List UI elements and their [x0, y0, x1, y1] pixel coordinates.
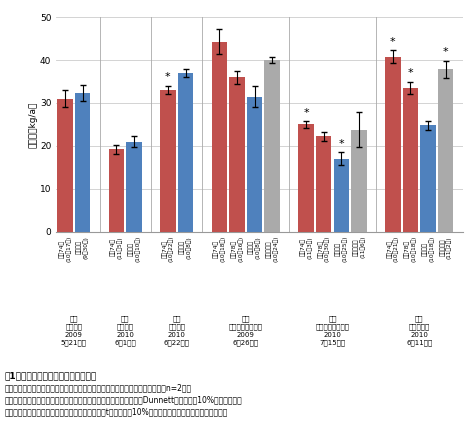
Text: *: *: [443, 48, 448, 57]
Bar: [264, 60, 280, 232]
Text: エンレイ
(10月18日): エンレイ (10月18日): [422, 236, 434, 262]
Text: *: *: [165, 73, 171, 82]
Bar: [160, 90, 176, 232]
Bar: [316, 136, 331, 232]
Bar: [385, 57, 401, 232]
Text: 作系74号
(10月22日): 作系74号 (10月22日): [162, 236, 174, 263]
Text: 作系78号
(10月16日): 作系78号 (10月16日): [231, 236, 243, 262]
Text: エンレイ
(10月25日): エンレイ (10月25日): [335, 236, 347, 263]
Text: 新潟
（長岡、
2009
5月21日）: 新潟 （長岡、 2009 5月21日）: [61, 315, 87, 346]
Text: 作系78号
(10月18日): 作系78号 (10月18日): [404, 236, 417, 262]
Text: 茈城
（つくばみらい、
2010
7月15日）: 茈城 （つくばみらい、 2010 7月15日）: [315, 315, 350, 346]
Text: エンレイ
(10月8日): エンレイ (10月8日): [249, 236, 261, 259]
Bar: [351, 130, 367, 232]
Text: エンレイ
(9月30日): エンレイ (9月30日): [77, 236, 88, 259]
Text: *: *: [338, 139, 344, 149]
Bar: [178, 73, 193, 232]
Text: 茈城
（つくばみらい、
2009
6月26日）: 茈城 （つくばみらい、 2009 6月26日）: [229, 315, 263, 346]
Text: 香川
（善通寺、
2010
6月11日）: 香川 （善通寺、 2010 6月11日）: [406, 315, 432, 346]
Text: *: *: [303, 108, 309, 118]
Text: 差異があることを示し、茈城（水戸）についてはt検定で両噈10%水準で有意な差異があることを示す。: 差異があることを示し、茈城（水戸）についてはt検定で両噈10%水準で有意な差異が…: [5, 407, 228, 416]
Text: 作系74号
(11月5日): 作系74号 (11月5日): [110, 236, 123, 259]
Text: 作系74号
(10月21日): 作系74号 (10月21日): [387, 236, 399, 262]
Text: サチユタカ
(11月6日): サチユタカ (11月6日): [353, 236, 365, 258]
Text: 図1　晴成化系統と標準品種の収量性: 図1 晴成化系統と標準品種の収量性: [5, 371, 97, 380]
Text: 試験地の日付は播種日、品種・系統の日付は成熟期を示す。縦棒は標準誤差（n=2）。: 試験地の日付は播種日、品種・系統の日付は成熟期を示す。縦棒は標準誤差（n=2）。: [5, 383, 192, 392]
Bar: [126, 142, 142, 232]
Bar: [402, 88, 418, 232]
Text: ＊は茈城（つくばみらい）、香川についてはエンレイを標準としたDunnett検定で両噈10%水準で有意な: ＊は茈城（つくばみらい）、香川についてはエンレイを標準としたDunnett検定で…: [5, 395, 242, 404]
Text: サチユタカ
(11月2日): サチユタカ (11月2日): [439, 236, 452, 259]
Text: 作系74号
(10月17日): 作系74号 (10月17日): [59, 236, 71, 262]
Text: *: *: [390, 37, 395, 47]
Text: 作系74号
(11月3日): 作系74号 (11月3日): [300, 236, 312, 259]
Bar: [247, 97, 263, 232]
Text: 作系74号
(10月18日): 作系74号 (10月18日): [213, 236, 226, 262]
Bar: [229, 77, 245, 232]
Text: エンレイ
(10月10日): エンレイ (10月10日): [128, 236, 140, 262]
Bar: [109, 149, 124, 232]
Text: 長野
（塩尻、
2010
6月1日）: 長野 （塩尻、 2010 6月1日）: [114, 315, 136, 346]
Text: 作系78号
(10月30日): 作系78号 (10月30日): [318, 236, 330, 263]
Text: *: *: [408, 68, 413, 78]
Bar: [334, 159, 349, 232]
Text: サチユタカ
(10月24日): サチユタカ (10月24日): [266, 236, 278, 263]
Text: エンレイ
(10月8日): エンレイ (10月8日): [179, 236, 191, 259]
Y-axis label: 子実量（kg/a）: 子実量（kg/a）: [28, 101, 37, 148]
Bar: [75, 93, 90, 232]
Bar: [438, 69, 453, 232]
Bar: [298, 124, 314, 232]
Bar: [420, 125, 436, 232]
Text: 茈城
（水戸、
2010
6月22日）: 茈城 （水戸、 2010 6月22日）: [164, 315, 190, 346]
Bar: [57, 99, 73, 232]
Bar: [212, 42, 227, 232]
